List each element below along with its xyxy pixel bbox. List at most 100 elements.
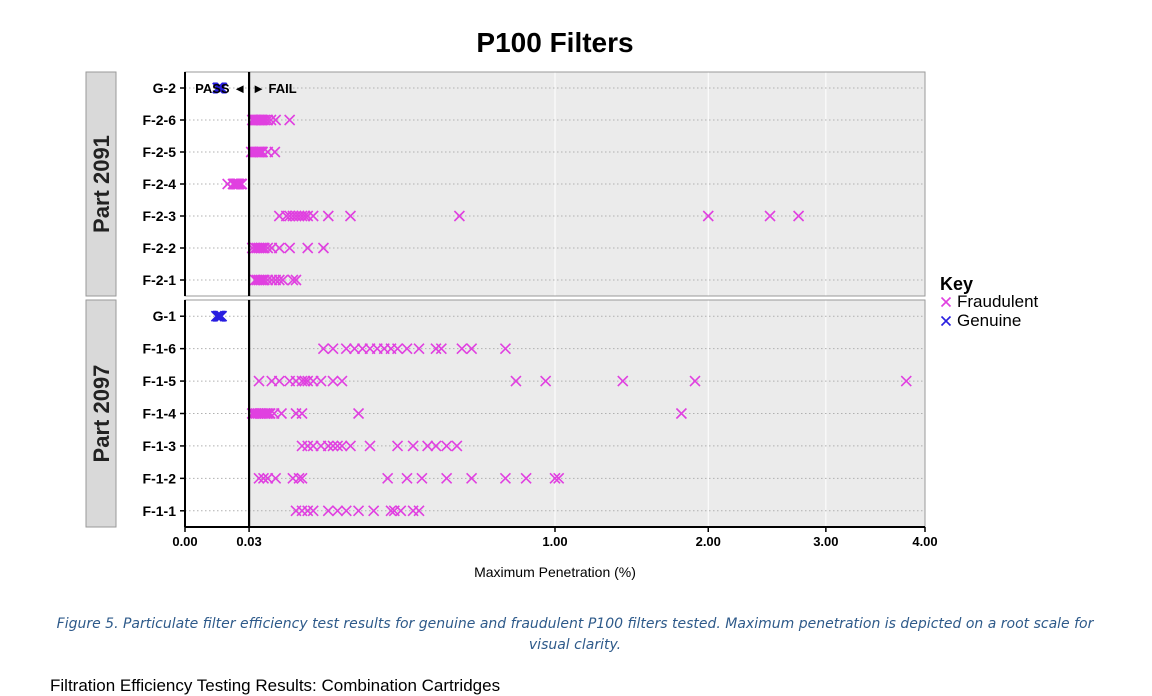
data-point-x-marker xyxy=(385,505,397,517)
y-tick-label: F-2-3 xyxy=(143,208,177,224)
data-point-x-marker xyxy=(322,210,334,222)
data-point-x-marker xyxy=(307,505,319,517)
data-point-x-marker xyxy=(416,472,428,484)
data-point-x-marker xyxy=(401,472,413,484)
data-point-x-marker xyxy=(262,242,274,254)
data-point-x-marker xyxy=(302,375,314,387)
data-point-x-marker xyxy=(364,440,376,452)
x-tick-label: 0.03 xyxy=(236,534,261,549)
data-point-x-marker xyxy=(257,274,269,286)
y-tick-label: F-2-4 xyxy=(143,176,177,192)
data-point-x-marker xyxy=(302,505,314,517)
section-heading: Filtration Efficiency Testing Results: C… xyxy=(50,676,501,695)
data-point-x-marker xyxy=(344,210,357,222)
x-tick-label: 4.00 xyxy=(912,534,937,549)
y-tick-label: F-1-1 xyxy=(143,503,177,519)
data-point-x-marker xyxy=(236,178,248,190)
data-point-x-marker xyxy=(233,178,245,190)
data-point-x-marker xyxy=(391,440,404,452)
data-point-x-marker xyxy=(331,440,344,452)
data-point-x-marker xyxy=(499,472,511,484)
data-point-x-marker xyxy=(327,440,339,452)
y-tick-label: F-2-1 xyxy=(143,272,177,288)
data-point-x-marker xyxy=(257,146,269,158)
data-point-x-marker xyxy=(315,375,327,387)
data-point-x-marker xyxy=(422,440,434,452)
data-point-x-marker xyxy=(273,242,285,254)
data-point-x-marker xyxy=(277,274,289,286)
data-point-x-marker xyxy=(265,114,277,126)
data-point-x-marker xyxy=(262,472,274,484)
data-point-x-marker xyxy=(435,343,447,355)
data-point-x-marker xyxy=(322,505,334,517)
data-point-x-marker xyxy=(299,375,311,387)
data-point-x-marker xyxy=(284,242,296,254)
data-point-x-marker xyxy=(284,114,296,126)
data-point-x-marker xyxy=(322,440,334,452)
data-point-x-marker xyxy=(348,343,361,355)
data-point-x-marker xyxy=(456,343,468,355)
data-point-x-marker xyxy=(327,375,339,387)
data-point-x-marker xyxy=(287,274,299,286)
data-point-x-marker xyxy=(430,343,442,355)
data-point-x-marker xyxy=(764,210,776,222)
legend-title: Key xyxy=(940,274,973,294)
data-point-x-marker xyxy=(210,310,222,322)
data-point-x-marker xyxy=(259,407,271,420)
x-tick-label: 3.00 xyxy=(813,534,838,549)
data-point-x-marker xyxy=(900,375,912,387)
data-point-x-marker xyxy=(270,114,282,126)
data-point-x-marker xyxy=(395,505,407,517)
data-point-x-marker xyxy=(296,472,308,484)
data-point-x-marker xyxy=(269,146,281,158)
y-tick-label: F-2-6 xyxy=(143,112,177,128)
figure-caption: Figure 5. Particulate filter efficiency … xyxy=(56,616,1094,653)
data-point-x-marker xyxy=(401,343,413,355)
data-point-x-marker xyxy=(253,472,265,484)
p100-scatter-chart: P100 Filters Part 2091 G-2 F-2-6 F-2-5 F-2-4 F… xyxy=(85,27,1039,580)
data-point-x-marker xyxy=(407,440,419,452)
data-point-x-marker xyxy=(793,210,805,222)
data-point-x-marker xyxy=(702,210,714,222)
data-point-x-marker xyxy=(275,407,288,420)
data-point-x-marker xyxy=(264,407,276,420)
data-point-x-marker xyxy=(430,440,442,452)
legend-marker xyxy=(940,296,952,308)
data-point-x-marker xyxy=(441,440,453,452)
y-tick-label: F-2-5 xyxy=(143,144,177,160)
data-point-x-marker xyxy=(307,210,319,222)
data-point-x-marker xyxy=(549,472,561,484)
data-point-x-marker xyxy=(331,505,344,517)
data-point-x-marker xyxy=(466,343,478,355)
data-point-x-marker xyxy=(317,242,330,254)
data-point-x-marker xyxy=(451,440,463,452)
data-point-x-marker xyxy=(352,407,365,420)
data-point-x-marker xyxy=(302,440,314,452)
data-point-x-marker xyxy=(391,343,404,355)
y-tick-label: F-1-4 xyxy=(143,406,177,422)
data-point-x-marker xyxy=(216,310,228,322)
data-point-x-marker xyxy=(253,375,265,387)
data-point-x-marker xyxy=(553,472,565,484)
data-point-x-marker xyxy=(270,472,282,484)
data-point-x-marker xyxy=(327,343,339,355)
data-point-x-marker xyxy=(617,375,629,387)
legend-entry-label: Fraudulent xyxy=(957,292,1039,311)
chart-container: P100 Filters Part 2091 G-2 F-2-6 F-2-5 F-2-4 F… xyxy=(85,27,1039,580)
data-point-x-marker xyxy=(413,505,425,517)
data-point-x-marker xyxy=(262,274,274,286)
data-point-x-marker xyxy=(520,472,532,484)
x-tick-label: 2.00 xyxy=(696,534,721,549)
data-point-x-marker xyxy=(453,210,465,222)
chart-title: P100 Filters xyxy=(476,27,633,58)
data-point-x-marker xyxy=(675,407,687,420)
panel-label: Part 2097 xyxy=(89,365,114,463)
data-point-x-marker xyxy=(257,242,269,254)
data-point-x-marker xyxy=(510,375,522,387)
data-point-x-marker xyxy=(352,505,365,517)
data-point-x-marker xyxy=(262,114,274,126)
data-point-x-marker xyxy=(344,440,357,452)
data-point-x-marker xyxy=(413,343,425,355)
y-tick-label: F-2-2 xyxy=(143,240,177,256)
data-point-x-marker xyxy=(340,505,352,517)
